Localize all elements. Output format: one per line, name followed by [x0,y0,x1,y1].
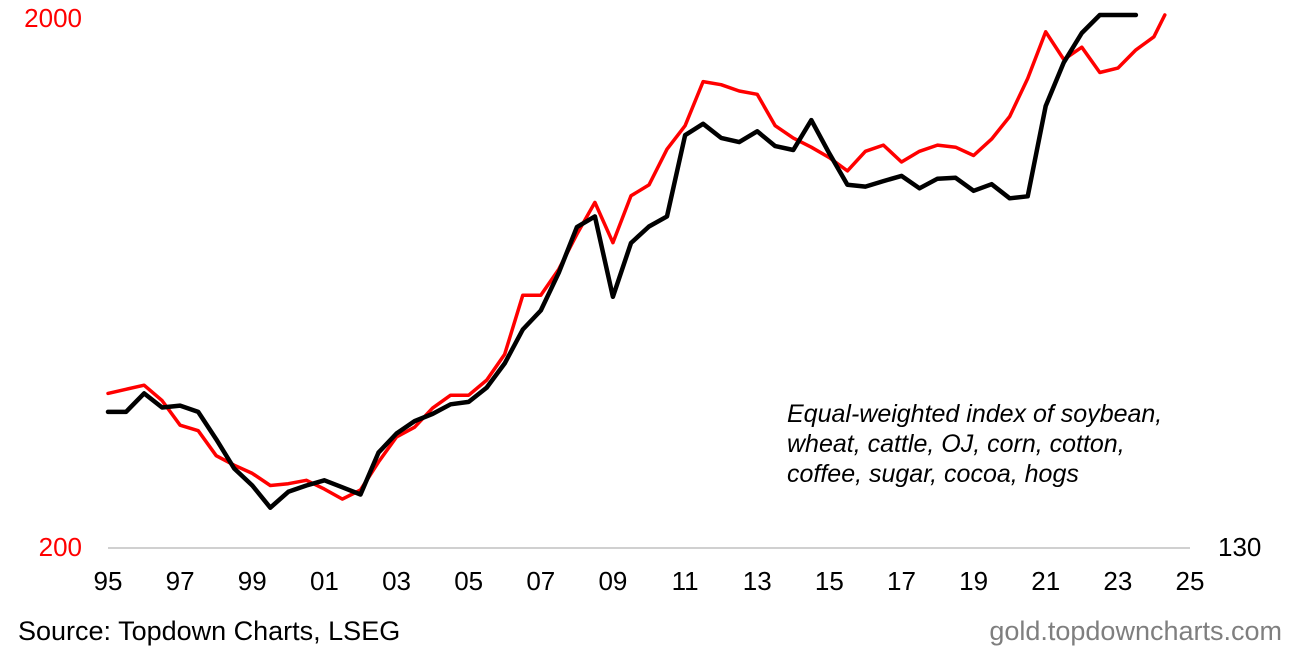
x-tick-label: 95 [94,566,123,596]
x-tick-label: 11 [672,566,699,596]
x-tick-label: 21 [1031,566,1060,596]
x-tick-label: 07 [526,566,555,596]
x-tick-label: 25 [1176,566,1205,596]
annotation-line: wheat, cattle, OJ, corn, cotton, [787,430,1125,458]
y-left-tick-label: 2000 [24,3,82,33]
x-tick-label: 99 [238,566,267,596]
x-tick-label: 15 [815,566,844,596]
x-tick-label: 19 [959,566,988,596]
x-tick-label: 17 [887,566,916,596]
annotation-line: Equal-weighted index of soybean, [787,400,1162,428]
x-tick-label: 05 [454,566,483,596]
chart: 95 97 99 01 03 05 07 09 11 13 15 17 19 21 23 25 2000 200… [24,3,1261,596]
x-tick-label: 03 [382,566,411,596]
x-tick-label: 13 [743,566,772,596]
x-tick-label: 01 [310,566,339,596]
y-left-tick-label: 200 [39,532,82,562]
x-tick-label: 23 [1103,566,1132,596]
site-url: gold.topdowncharts.com [989,616,1282,646]
series-line-red [106,13,1167,501]
series-line-black [105,12,1139,510]
x-tick-label: 09 [598,566,627,596]
y-right-tick-label: 130 [1218,532,1261,562]
annotation-line: coffee, sugar, cocoa, hogs [787,460,1079,488]
x-tick-label: 97 [166,566,195,596]
source-label: Source: Topdown Charts, LSEG [18,616,401,646]
